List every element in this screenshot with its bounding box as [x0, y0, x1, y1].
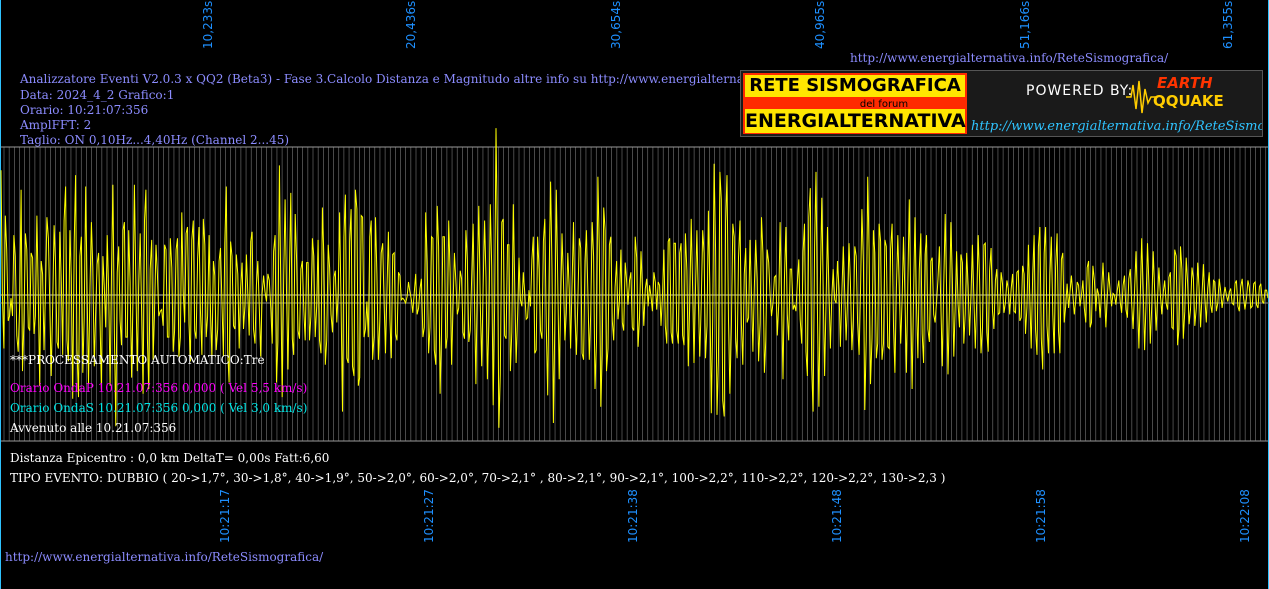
axis-ticks: 10,233s 20,436s 30,654s 40,965s 51,166s 61,35…: [201, 1, 1252, 543]
seismograph-icon: [1126, 80, 1156, 114]
seismic-trace: [0, 128, 1269, 428]
bottom-tick-label: 10:21:38: [626, 489, 640, 543]
event-type-line: TIPO EVENTO: DUBBIO ( 20->1,7°, 30->1,8°…: [10, 471, 946, 485]
info-line-time: Orario: 10:21:07:356: [20, 103, 149, 117]
processing-status: ***PROCESSAMENTO AUTOMATICO:Tre: [10, 353, 265, 367]
bottom-tick-label: 10:21:27: [422, 489, 436, 543]
info-line-title: Analizzatore Eventi V2.0.3 x QQ2 (Beta3)…: [20, 72, 856, 86]
logo-forum-label: del forum: [859, 99, 909, 110]
bottom-tick-label: 10:21:58: [1034, 489, 1048, 543]
top-tick-label: 10,233s: [201, 1, 215, 49]
top-tick-label: 61,355s: [1221, 1, 1235, 49]
top-tick-label: 40,965s: [813, 1, 827, 49]
logo-quake-text: QQUAKE: [1153, 92, 1224, 110]
rete-sismografica-logo[interactable]: RETE SISMOGRAFICA del forum ENERGIALTERN…: [740, 70, 1263, 137]
onda-s-line: Orario OndaS 10.21.07:356 0,000 ( Vel 3,…: [10, 401, 308, 415]
logo-powered-by: POWERED BY:: [1026, 83, 1134, 99]
top-tick-label: 30,654s: [609, 1, 623, 49]
top-tick-label: 20,436s: [404, 1, 418, 49]
onda-p-line: Orario OndaP 10.21.07:356 0,000 ( Vel 5,…: [10, 381, 308, 395]
info-line-date: Data: 2024_4_2 Grafico:1: [20, 88, 175, 102]
epicenter-distance-line: Distanza Epicentro : 0,0 km DeltaT= 0,00…: [10, 451, 330, 465]
info-line-amplfft: AmplFFT: 2: [20, 118, 92, 132]
info-line-filter: Taglio: ON 0,10Hz...4,40Hz (Channel 2...…: [20, 133, 290, 147]
bottom-tick-label: 10:21:48: [830, 489, 844, 543]
logo-title-rete: RETE SISMOGRAFICA: [745, 75, 965, 97]
logo-title-energialternativa: ENERGIALTERNATIVA: [745, 109, 966, 133]
top-tick-label: 51,166s: [1018, 1, 1032, 49]
logo-url-link[interactable]: http://www.energialternativa.info/ReteSi…: [971, 119, 1263, 134]
top-url[interactable]: http://www.energialternativa.info/ReteSi…: [850, 51, 1169, 65]
logo-earth-text: EARTH: [1157, 74, 1213, 92]
footer-url[interactable]: http://www.energialternativa.info/ReteSi…: [5, 550, 324, 564]
bottom-tick-label: 10:22:08: [1238, 489, 1252, 543]
event-time-line: Avvenuto alle 10.21.07:356: [10, 421, 177, 435]
bottom-tick-label: 10:21:17: [218, 489, 232, 543]
